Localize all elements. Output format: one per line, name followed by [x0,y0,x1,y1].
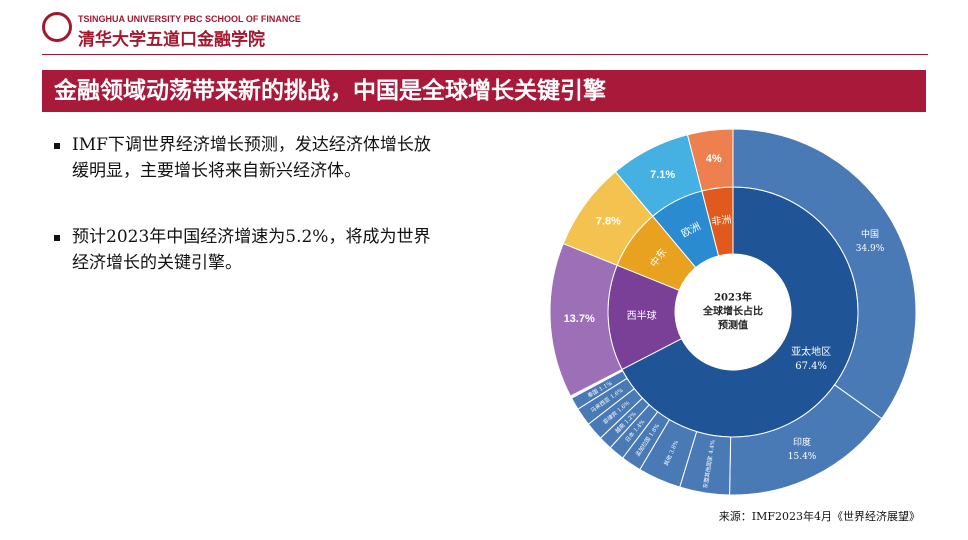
bullets: IMF下调世界经济增长预测，发达经济体增长放缓明显，主要增长将来自新兴经济体。 … [52,132,432,316]
outer-value: 13.7% [564,313,595,325]
outer-value: 3.8% [668,440,679,455]
source: 来源：IMF2023年4月《世界经济展望》 [718,510,920,523]
inner-label: 非洲 [711,214,732,228]
header-rule [42,54,928,55]
outer-segment [686,128,734,192]
inner-value: 67.4% [795,361,827,372]
outer-value: 15.4% [788,452,817,462]
title-bar: 金融领域动荡带来新的挑战，中国是全球增长关键引擎 [42,70,926,112]
inner-label: 西半球 [627,309,657,322]
outer-segment [732,128,917,420]
bullet: IMF下调世界经济增长预测，发达经济体增长放缓明显，主要增长将来自新兴经济体。 [52,132,432,184]
outer-value: 7.8% [596,215,621,227]
outer-value: 4% [706,153,722,165]
outer-name: 其他 [661,453,673,467]
inner-label: 亚太地区 [791,345,831,358]
school-en: TSINGHUA UNIVERSITY PBC SCHOOL OF FINANC… [78,14,301,24]
school-cn: 清华大学五道口金融学院 [78,30,265,50]
outer-value: 34.9% [856,244,885,254]
outer-value: 7.1% [650,169,675,181]
outer-label: 其他3.8% [661,439,679,467]
outer-label: 中国 [861,228,879,240]
center-label: 预测值 [718,319,748,332]
bullet: 预计2023年中国经济增速为5.2%，将成为世界经济增长的关键引擎。 [52,224,432,276]
outer-label: 印度 [793,436,811,448]
center-label: 全球增长占比 [702,305,763,318]
outer-segment [570,370,628,410]
center-label: 2023年 [714,291,752,304]
outer-value: 4.4% [708,440,716,455]
logo [42,12,72,42]
